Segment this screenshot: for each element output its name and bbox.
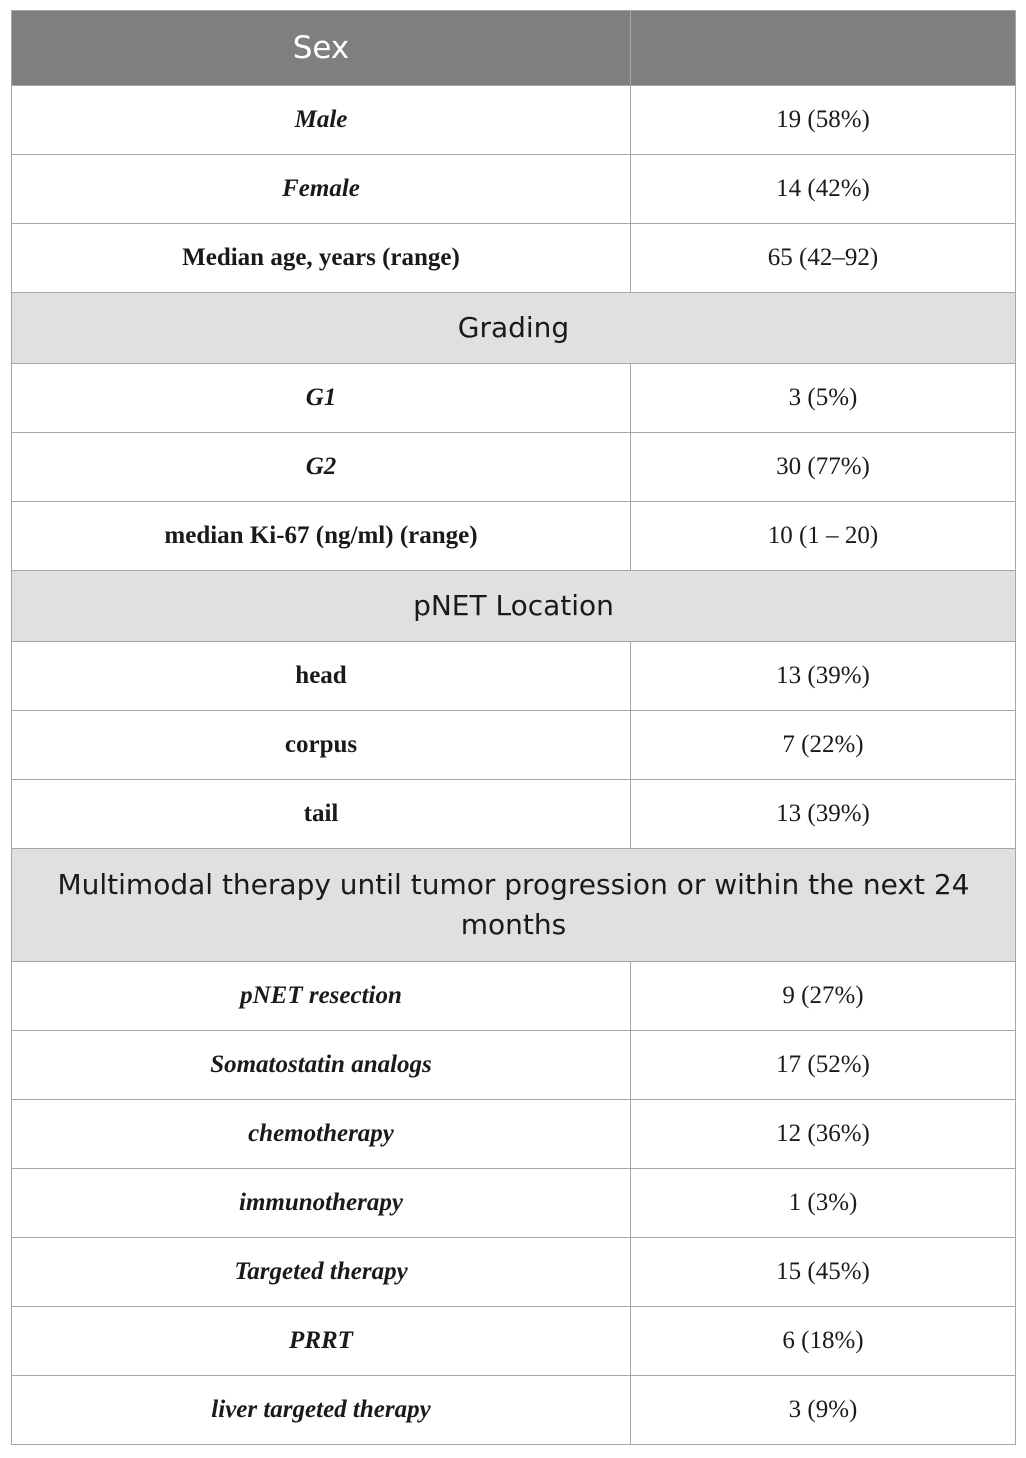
table-row: Female 14 (42%) bbox=[11, 154, 1016, 224]
row-label: Targeted therapy bbox=[11, 1237, 631, 1307]
row-label: head bbox=[11, 641, 631, 711]
table-row: G1 3 (5%) bbox=[11, 363, 1016, 433]
section-title: Grading bbox=[11, 292, 1016, 364]
table-row: immunotherapy 1 (3%) bbox=[11, 1168, 1016, 1238]
row-value: 30 (77%) bbox=[630, 432, 1016, 502]
row-value: 10 (1 – 20) bbox=[630, 501, 1016, 571]
table-row: chemotherapy 12 (36%) bbox=[11, 1099, 1016, 1169]
row-label: Somatostatin analogs bbox=[11, 1030, 631, 1100]
row-value: 7 (22%) bbox=[630, 710, 1016, 780]
row-value: 3 (5%) bbox=[630, 363, 1016, 433]
table-row: corpus 7 (22%) bbox=[11, 710, 1016, 780]
table-body: Male 19 (58%) Female 14 (42%) Median age, ye… bbox=[11, 85, 1016, 1445]
row-value: 9 (27%) bbox=[630, 961, 1016, 1031]
table-row: head 13 (39%) bbox=[11, 641, 1016, 711]
row-label: pNET resection bbox=[11, 961, 631, 1031]
row-value: 13 (39%) bbox=[630, 641, 1016, 711]
table-row: PRRT 6 (18%) bbox=[11, 1306, 1016, 1376]
table-row: Somatostatin analogs 17 (52%) bbox=[11, 1030, 1016, 1100]
row-value: 1 (3%) bbox=[630, 1168, 1016, 1238]
table-row: pNET resection 9 (27%) bbox=[11, 961, 1016, 1031]
row-label: immunotherapy bbox=[11, 1168, 631, 1238]
section-header-row: pNET Location bbox=[11, 570, 1016, 642]
section-title: Multimodal therapy until tumor progressi… bbox=[11, 848, 1016, 962]
row-label: median Ki-67 (ng/ml) (range) bbox=[11, 501, 631, 571]
row-label: G2 bbox=[11, 432, 631, 502]
table-row: median Ki-67 (ng/ml) (range) 10 (1 – 20) bbox=[11, 501, 1016, 571]
table-row: Male 19 (58%) bbox=[11, 85, 1016, 155]
section-header-row: Multimodal therapy until tumor progressi… bbox=[11, 848, 1016, 962]
table-row: Targeted therapy 15 (45%) bbox=[11, 1237, 1016, 1307]
section-header-row: Grading bbox=[11, 292, 1016, 364]
table-row: Median age, years (range) 65 (42–92) bbox=[11, 223, 1016, 293]
row-label: liver targeted therapy bbox=[11, 1375, 631, 1445]
row-value: 19 (58%) bbox=[630, 85, 1016, 155]
section-title: pNET Location bbox=[11, 570, 1016, 642]
row-value: 3 (9%) bbox=[630, 1375, 1016, 1445]
row-value: 6 (18%) bbox=[630, 1306, 1016, 1376]
table-header-row: Sex bbox=[11, 10, 1016, 86]
row-label: corpus bbox=[11, 710, 631, 780]
row-value: 65 (42–92) bbox=[630, 223, 1016, 293]
row-value: 12 (36%) bbox=[630, 1099, 1016, 1169]
table-row: tail 13 (39%) bbox=[11, 779, 1016, 849]
row-label: G1 bbox=[11, 363, 631, 433]
header-label: Sex bbox=[11, 10, 631, 86]
row-label: tail bbox=[11, 779, 631, 849]
row-label: Male bbox=[11, 85, 631, 155]
header-value bbox=[630, 10, 1016, 86]
table-row: liver targeted therapy 3 (9%) bbox=[11, 1375, 1016, 1445]
row-label: Female bbox=[11, 154, 631, 224]
row-value: 14 (42%) bbox=[630, 154, 1016, 224]
row-label: Median age, years (range) bbox=[11, 223, 631, 293]
row-label: PRRT bbox=[11, 1306, 631, 1376]
row-label: chemotherapy bbox=[11, 1099, 631, 1169]
row-value: 13 (39%) bbox=[630, 779, 1016, 849]
row-value: 15 (45%) bbox=[630, 1237, 1016, 1307]
characteristics-table: Sex Male 19 (58%) Female 14 (42%) Median age… bbox=[11, 10, 1016, 1445]
table-row: G2 30 (77%) bbox=[11, 432, 1016, 502]
row-value: 17 (52%) bbox=[630, 1030, 1016, 1100]
